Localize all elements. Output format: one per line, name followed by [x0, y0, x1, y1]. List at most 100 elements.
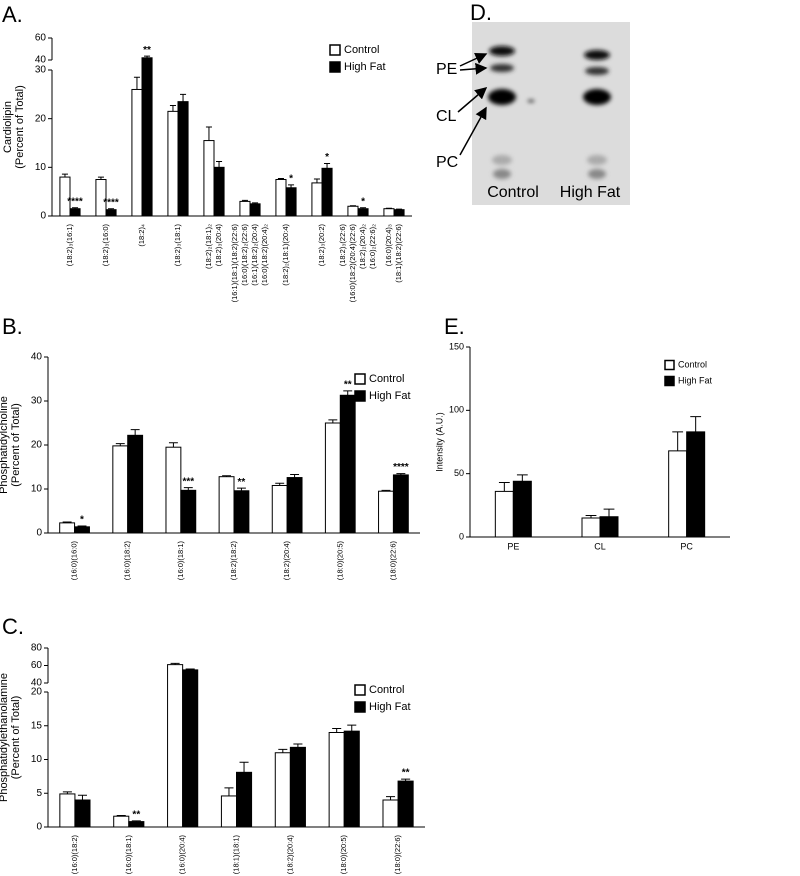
bar — [383, 208, 395, 217]
bar — [113, 815, 130, 828]
error-bar — [116, 815, 126, 817]
bar — [271, 484, 288, 534]
arrow — [457, 87, 488, 113]
significance-label: * — [361, 196, 365, 207]
y-axis-label: (Percent of Total) — [14, 85, 26, 169]
error-bar — [324, 162, 331, 169]
error-bar — [252, 202, 259, 204]
panel-label: A. — [2, 2, 23, 27]
bar — [213, 166, 225, 217]
legend-label: High Fat — [369, 390, 411, 402]
x-tick-label: (16:0)(18:2)(20:4)(22:6) — [348, 224, 357, 303]
bar — [285, 187, 297, 217]
significance-label: * — [325, 152, 329, 163]
bar — [236, 771, 253, 828]
error-bar — [77, 525, 87, 527]
error-bar — [690, 416, 702, 432]
x-tick-label: (18:0)(20:5) — [335, 541, 344, 581]
error-bar — [108, 208, 115, 210]
x-tick-label: (18:2)₂(18:1)(20:4) — [281, 224, 290, 286]
y-tick-label: 15 — [31, 720, 43, 731]
bar — [599, 516, 619, 538]
bar — [286, 477, 303, 534]
x-tick-label: (18:2)(20:4) — [282, 541, 291, 581]
x-tick-label: (18:2)₂(18:1)₂ — [204, 224, 213, 269]
x-tick-label: (18:0)(22:6) — [393, 835, 402, 875]
gel-bands — [488, 46, 611, 179]
arrow — [459, 52, 488, 67]
legend-swatch — [354, 701, 366, 713]
legend-label: High Fat — [369, 701, 411, 713]
error-bar — [672, 431, 684, 451]
significance-label: ** — [344, 380, 352, 391]
bar — [512, 480, 532, 538]
x-tick-label: (16:0)(20:4)₃ — [384, 224, 393, 266]
bar — [357, 208, 369, 217]
error-bar — [277, 178, 284, 180]
significance-label: **** — [393, 462, 409, 473]
x-tick-label: CL — [594, 541, 606, 551]
y-tick-label: 40 — [31, 352, 43, 363]
bar — [177, 101, 189, 217]
bar — [141, 57, 153, 217]
y-tick-label: 60 — [35, 33, 47, 44]
bar — [128, 821, 145, 828]
x-tick-label: (18:1)(18:2)(22:6) — [394, 224, 403, 283]
panel-label: D. — [470, 0, 492, 25]
bar — [59, 522, 76, 534]
error-bar — [313, 178, 320, 183]
y-tick-label: 40 — [31, 678, 43, 689]
error-bar — [77, 794, 87, 800]
y-axis-label: (Percent of Total) — [10, 403, 22, 487]
lane-label: High Fat — [560, 184, 621, 201]
y-tick-label: 40 — [35, 55, 47, 66]
legend-label: High Fat — [678, 375, 713, 385]
legend-label: Control — [678, 359, 707, 369]
error-bar — [170, 662, 180, 665]
error-bar — [396, 473, 406, 475]
x-tick-label: (18:2)₃(16:1) — [65, 224, 74, 267]
legend-swatch — [664, 359, 675, 371]
error-bar — [293, 743, 303, 748]
significance-label: * — [289, 173, 293, 184]
error-bar — [332, 727, 342, 733]
error-bar — [401, 778, 411, 782]
bar — [397, 780, 414, 828]
x-tick-label: (16:0)₂(22:6)₂ — [368, 224, 377, 269]
error-bar — [168, 442, 178, 448]
error-bar — [603, 508, 615, 517]
y-tick-label: 20 — [31, 440, 43, 451]
bar — [74, 526, 90, 534]
significance-label: ** — [132, 810, 140, 821]
error-bar — [328, 419, 338, 423]
bar — [494, 490, 514, 538]
gel-panel: D. PE CL PC Control High Fat — [436, 0, 630, 205]
x-tick-label: (16:0)(18:2) — [123, 541, 132, 581]
significance-label: ** — [143, 45, 151, 56]
x-tick-label: (16:0)(18:1) — [176, 541, 185, 581]
x-tick-label: (18:2)(20:4) — [285, 835, 294, 875]
error-bar — [516, 474, 528, 482]
x-tick-label: PC — [680, 541, 693, 551]
error-bar — [386, 796, 396, 800]
legend-label: Control — [369, 373, 404, 385]
x-tick-label: (16:1)(18:2)₂(20:4) — [250, 224, 259, 286]
bar — [581, 517, 601, 538]
error-bar — [130, 429, 140, 436]
bar — [339, 394, 356, 534]
error-bar — [347, 724, 357, 732]
x-tick-label: (16:1)(18:1)(18:2)(22:6) — [230, 224, 239, 303]
legend-swatch — [354, 684, 366, 696]
x-tick-label: (18:2)₃(20:4) — [214, 224, 223, 267]
error-bar — [185, 668, 195, 670]
bar — [218, 476, 235, 534]
y-tick-label: 20 — [31, 687, 43, 698]
y-tick-label: 30 — [31, 396, 43, 407]
y-axis-label: Cardiolipin — [2, 101, 14, 153]
y-tick-label: 10 — [35, 162, 47, 173]
error-bar — [180, 93, 187, 102]
error-bar — [224, 787, 234, 796]
x-tick-label: (16:0)(18:2) — [70, 835, 79, 875]
legend-swatch — [329, 44, 341, 56]
